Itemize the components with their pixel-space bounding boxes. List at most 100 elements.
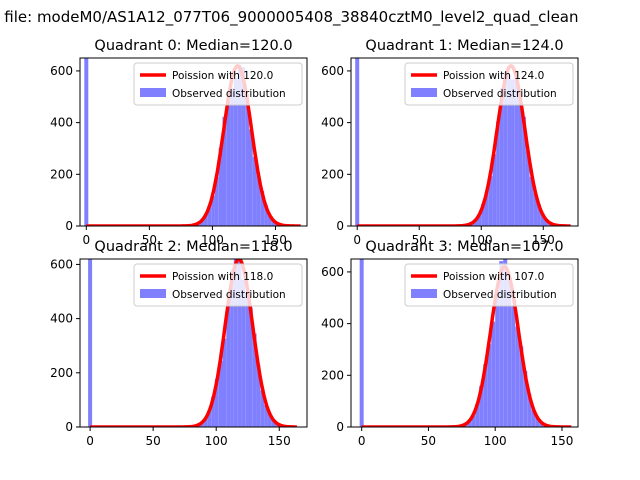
hist-bar <box>487 344 492 427</box>
hist-bar <box>264 205 268 226</box>
y-tick-label: 0 <box>336 420 344 434</box>
hist-bar <box>260 390 265 427</box>
legend-observed-swatch <box>411 88 437 97</box>
hist-bar <box>230 88 234 226</box>
hist-bar <box>495 290 500 427</box>
y-tick-label: 600 <box>50 257 73 271</box>
hist-bar <box>488 176 493 226</box>
zero-spike-bar <box>359 259 364 427</box>
hist-bar <box>260 190 265 226</box>
hist-bar <box>207 410 212 427</box>
y-tick-label: 600 <box>321 64 344 78</box>
hist-bar <box>522 116 526 226</box>
legend-observed-label: Observed distribution <box>443 88 557 100</box>
hist-bar <box>518 89 523 226</box>
hist-bar <box>544 219 549 226</box>
x-tick-label: 150 <box>268 434 291 448</box>
axes-frame <box>79 258 308 428</box>
hist-bar <box>252 156 257 226</box>
hist-bar <box>531 409 536 427</box>
hist-bar <box>237 261 242 427</box>
axes-frame <box>350 258 579 428</box>
hist-bar <box>267 215 272 226</box>
y-tick-label: 200 <box>50 167 73 181</box>
hist-bar <box>533 192 538 226</box>
y-tick-label: 200 <box>50 366 73 380</box>
plot-area <box>84 58 302 226</box>
hist-bar <box>226 97 231 226</box>
hist-bar <box>514 79 519 226</box>
y-tick-label: 600 <box>50 64 73 78</box>
hist-bar <box>203 214 208 226</box>
panel-title: Quadrant 2: Median=118.0 <box>94 239 292 255</box>
x-tick-label: 150 <box>551 434 574 448</box>
hist-bar <box>507 74 512 226</box>
y-tick-label: 400 <box>50 312 73 326</box>
hist-bar <box>523 370 528 427</box>
legend-poisson-label: Poission with 120.0 <box>172 70 273 82</box>
poisson-curve <box>89 259 298 427</box>
hist-bar <box>473 220 478 226</box>
legend-observed-swatch <box>411 289 437 298</box>
hist-bar <box>491 321 496 427</box>
x-tick-label: 0 <box>353 233 361 247</box>
x-tick-label: 100 <box>205 434 228 448</box>
hist-bar <box>481 203 485 226</box>
y-tick-label: 0 <box>65 420 73 434</box>
plot-area <box>359 259 572 427</box>
hist-bar <box>475 404 480 427</box>
y-tick-label: 200 <box>321 167 344 181</box>
panel-title: Quadrant 0: Median=120.0 <box>94 38 292 54</box>
legend: Poission with 118.0 Observed distribution <box>133 263 303 307</box>
x-tick-label: 50 <box>146 434 161 448</box>
x-tick-label: 50 <box>142 233 157 247</box>
zero-spike-bar <box>84 58 89 226</box>
hist-bar <box>256 365 261 427</box>
hist-bar <box>230 269 234 427</box>
hist-bar <box>511 79 515 226</box>
x-tick-label: 100 <box>484 434 507 448</box>
axes-frame <box>79 57 308 227</box>
legend-observed-swatch <box>140 289 166 298</box>
y-tick-label: 0 <box>336 219 344 233</box>
hist-bar <box>503 72 508 226</box>
axes-frame <box>350 57 579 227</box>
legend-observed-label: Observed distribution <box>172 88 286 100</box>
hist-bar <box>519 346 524 427</box>
hist-bar <box>540 213 545 226</box>
hist-bar <box>248 129 253 226</box>
hist-bar <box>256 175 261 226</box>
hist-bar <box>211 396 215 427</box>
hist-bar <box>267 413 272 427</box>
hist-bar <box>214 378 219 427</box>
figure-suptitle: n file: modeM0/AS1A12_077T06_9000005408_… <box>0 8 640 30</box>
hist-bar <box>479 385 484 427</box>
legend-observed-swatch <box>140 88 166 97</box>
hist-bar <box>539 422 544 427</box>
panel-title: Quadrant 3: Median=107.0 <box>365 239 563 255</box>
zero-spike-bar <box>355 58 360 226</box>
x-tick-label: 150 <box>264 233 287 247</box>
panel-quadrant-2: 0 50 100 150 0 200 400 600 Quadrant 2: Median=11… <box>50 239 308 448</box>
hist-bar <box>211 195 215 226</box>
zero-spike-bar <box>88 259 93 427</box>
hist-bar <box>515 326 520 427</box>
figure-suptitle-text: n file: modeM0/AS1A12_077T06_9000005408_… <box>0 8 579 26</box>
y-tick-label: 0 <box>65 219 73 233</box>
poisson-curve <box>85 64 302 226</box>
hist-bar <box>471 415 476 427</box>
hist-bar <box>245 93 249 226</box>
y-tick-label: 400 <box>321 116 344 130</box>
hist-bar <box>271 419 276 427</box>
legend: Poission with 124.0 Observed distribution <box>404 62 574 106</box>
hist-bar <box>241 279 246 427</box>
hist-bar <box>537 204 541 226</box>
hist-bar <box>218 360 223 427</box>
hist-bar <box>199 220 204 226</box>
legend-box <box>133 263 303 307</box>
hist-bar <box>199 423 204 427</box>
panel-quadrant-0: 0 50 100 150 0 200 400 600 Quadrant 0: Median=12… <box>50 38 308 247</box>
legend: Poission with 120.0 Observed distribution <box>133 62 303 106</box>
hist-bar <box>237 64 242 226</box>
hist-bar <box>527 394 532 427</box>
